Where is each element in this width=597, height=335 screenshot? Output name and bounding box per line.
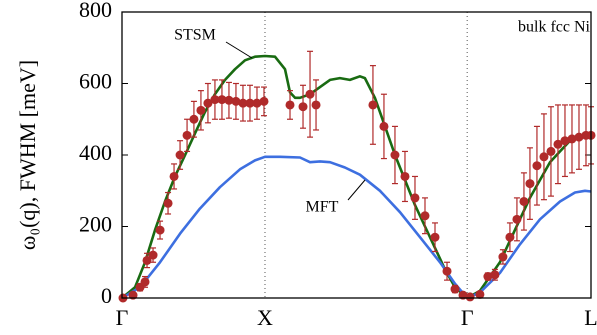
y-tick-label: 200	[79, 212, 112, 237]
plot-frame	[121, 11, 592, 299]
data-point	[465, 292, 475, 302]
data-point	[182, 130, 192, 140]
line-series	[121, 155, 592, 300]
data-point	[420, 211, 430, 221]
y-tick-label: 400	[79, 140, 112, 165]
data-point	[238, 98, 248, 108]
data-point	[430, 232, 440, 242]
data-point	[567, 134, 577, 144]
data-point	[498, 252, 508, 262]
data-point	[142, 255, 152, 265]
data-point	[210, 95, 220, 105]
data-point	[155, 225, 165, 235]
data-point	[400, 171, 410, 181]
data-point	[442, 266, 452, 276]
annotation-leader	[225, 41, 253, 59]
data-point	[368, 100, 378, 110]
chart-title: bulk fcc Ni	[518, 19, 591, 36]
data-point	[519, 196, 529, 206]
data-point	[525, 179, 535, 189]
data-point	[574, 132, 584, 142]
data-point	[379, 121, 389, 131]
line-series	[121, 54, 592, 300]
data-point	[553, 139, 563, 149]
data-point	[231, 96, 241, 106]
data-point	[539, 152, 549, 162]
data-point	[475, 289, 485, 299]
data-point	[163, 198, 173, 208]
y-axis-label: ω₀(q), FWHM [meV]	[15, 60, 40, 250]
data-point	[505, 232, 515, 242]
data-point	[450, 284, 460, 294]
data-point	[259, 96, 269, 106]
data-point	[483, 272, 493, 282]
data-point	[140, 277, 150, 287]
annotation: MFT	[306, 199, 339, 216]
x-tick-label: L	[584, 305, 597, 330]
x-tick-label: X	[257, 305, 273, 330]
annotation-leader	[347, 179, 366, 201]
data-point	[203, 98, 213, 108]
data-point	[189, 114, 199, 124]
data-point	[311, 100, 321, 110]
data-point	[252, 98, 262, 108]
data-point	[169, 171, 179, 181]
data-point	[546, 146, 556, 156]
x-tick-label: Γ	[116, 305, 129, 330]
data-point	[490, 270, 500, 280]
y-tick-label: 0	[101, 283, 112, 308]
data-point	[532, 161, 542, 171]
data-point	[196, 105, 206, 115]
data-point	[390, 150, 400, 160]
data-point	[148, 250, 158, 260]
data-point	[512, 214, 522, 224]
data-point	[245, 98, 255, 108]
data-point	[298, 102, 308, 112]
data-point	[175, 150, 185, 160]
data-point	[560, 136, 570, 146]
data-point	[224, 95, 234, 105]
data-point	[217, 95, 227, 105]
y-tick-label: 800	[79, 0, 112, 22]
annotation: STSM	[174, 27, 216, 44]
data-point	[410, 193, 420, 203]
data-point	[305, 89, 315, 99]
y-tick-label: 600	[79, 69, 112, 94]
x-tick-label: Γ	[461, 305, 474, 330]
data-point	[285, 100, 295, 110]
